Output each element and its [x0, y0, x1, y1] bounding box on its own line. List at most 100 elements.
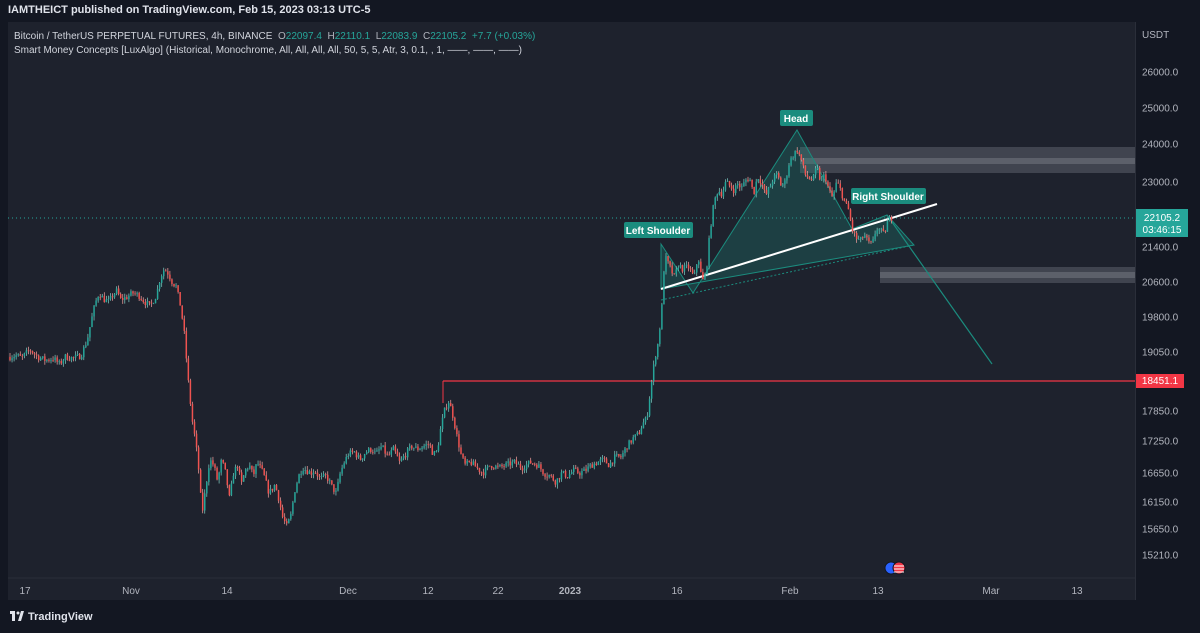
candle	[206, 482, 208, 494]
candle	[527, 460, 530, 465]
high-label: H	[327, 31, 335, 42]
candle	[501, 464, 503, 467]
candle	[189, 380, 192, 404]
candle	[743, 182, 745, 187]
candle	[505, 462, 507, 467]
candle	[886, 221, 889, 232]
indicator-legend[interactable]: Smart Money Concepts [LuxAlgo] (Historic…	[14, 45, 522, 56]
candle	[730, 185, 733, 189]
head-shoulders-pattern	[660, 129, 915, 294]
candle	[708, 237, 710, 267]
candle	[89, 327, 91, 338]
candle	[712, 205, 714, 226]
candle	[847, 203, 850, 210]
price-axis[interactable]	[1135, 22, 1200, 600]
candle	[279, 500, 282, 508]
candle	[322, 473, 325, 477]
candle	[837, 182, 839, 184]
candle	[23, 353, 26, 357]
candle	[13, 356, 15, 359]
candle	[263, 468, 265, 476]
candle	[52, 360, 54, 361]
candle	[771, 181, 774, 186]
candle	[794, 150, 796, 158]
time-tick-label: 16	[671, 586, 683, 597]
candle	[720, 191, 723, 197]
candle	[171, 279, 173, 284]
candle	[318, 476, 321, 477]
open-value: 22097.4	[285, 31, 322, 42]
candle	[365, 451, 368, 455]
candle	[480, 471, 483, 473]
candle	[876, 230, 878, 234]
candle	[128, 295, 130, 300]
candle	[439, 429, 442, 446]
candle	[734, 185, 737, 194]
candle	[165, 270, 167, 272]
time-tick-label: Feb	[781, 586, 799, 597]
candle	[101, 295, 103, 298]
candle	[456, 428, 458, 435]
candle	[265, 475, 267, 481]
candle	[513, 459, 516, 462]
candle	[814, 168, 817, 175]
candle	[398, 456, 401, 461]
resistance-price-value: 18451.1	[1142, 376, 1179, 387]
time-tick-label: 2023	[559, 586, 582, 597]
symbol-legend[interactable]: Bitcoin / TetherUS PERPETUAL FUTURES, 4h…	[14, 31, 535, 42]
candle	[33, 353, 36, 355]
us-events-flag-icon[interactable]	[884, 561, 906, 575]
chart-pane[interactable]	[8, 22, 1135, 600]
candle	[273, 484, 276, 491]
candle	[560, 472, 563, 480]
candle	[845, 200, 848, 204]
candle	[50, 360, 52, 361]
tradingview-brand[interactable]: TradingView	[10, 611, 93, 623]
candle	[620, 456, 622, 458]
candle	[372, 451, 374, 453]
candle	[679, 265, 682, 268]
candle	[644, 417, 647, 423]
candle	[288, 519, 290, 524]
candle	[349, 450, 352, 456]
candle	[714, 197, 716, 206]
candle	[11, 358, 13, 361]
candle	[394, 446, 397, 452]
candle	[222, 460, 224, 463]
candle	[37, 355, 40, 361]
candle	[56, 357, 58, 362]
candle	[798, 152, 800, 155]
candle	[669, 261, 671, 266]
candle	[595, 463, 598, 466]
candle	[474, 461, 477, 467]
candle	[103, 295, 106, 303]
candle	[443, 407, 446, 418]
candle	[343, 463, 345, 468]
candle	[763, 184, 766, 191]
candle	[181, 305, 183, 319]
candle	[339, 473, 341, 483]
price-tick-label: 16650.0	[1142, 469, 1179, 480]
candle	[681, 265, 684, 272]
candle	[515, 459, 518, 465]
candle	[577, 468, 579, 473]
candle	[435, 451, 438, 452]
candle	[404, 456, 407, 458]
candle	[290, 513, 292, 520]
candle	[175, 285, 177, 287]
candle	[214, 464, 216, 468]
candle	[554, 480, 557, 485]
candle	[396, 451, 399, 457]
candle	[835, 182, 837, 192]
candle	[257, 463, 259, 465]
candle	[431, 445, 434, 455]
candle	[790, 158, 792, 166]
candle	[548, 475, 550, 477]
candle	[718, 191, 721, 195]
candle	[640, 428, 643, 435]
candle	[607, 463, 610, 468]
candle	[655, 357, 657, 365]
candle	[306, 469, 308, 474]
candle	[150, 302, 153, 304]
